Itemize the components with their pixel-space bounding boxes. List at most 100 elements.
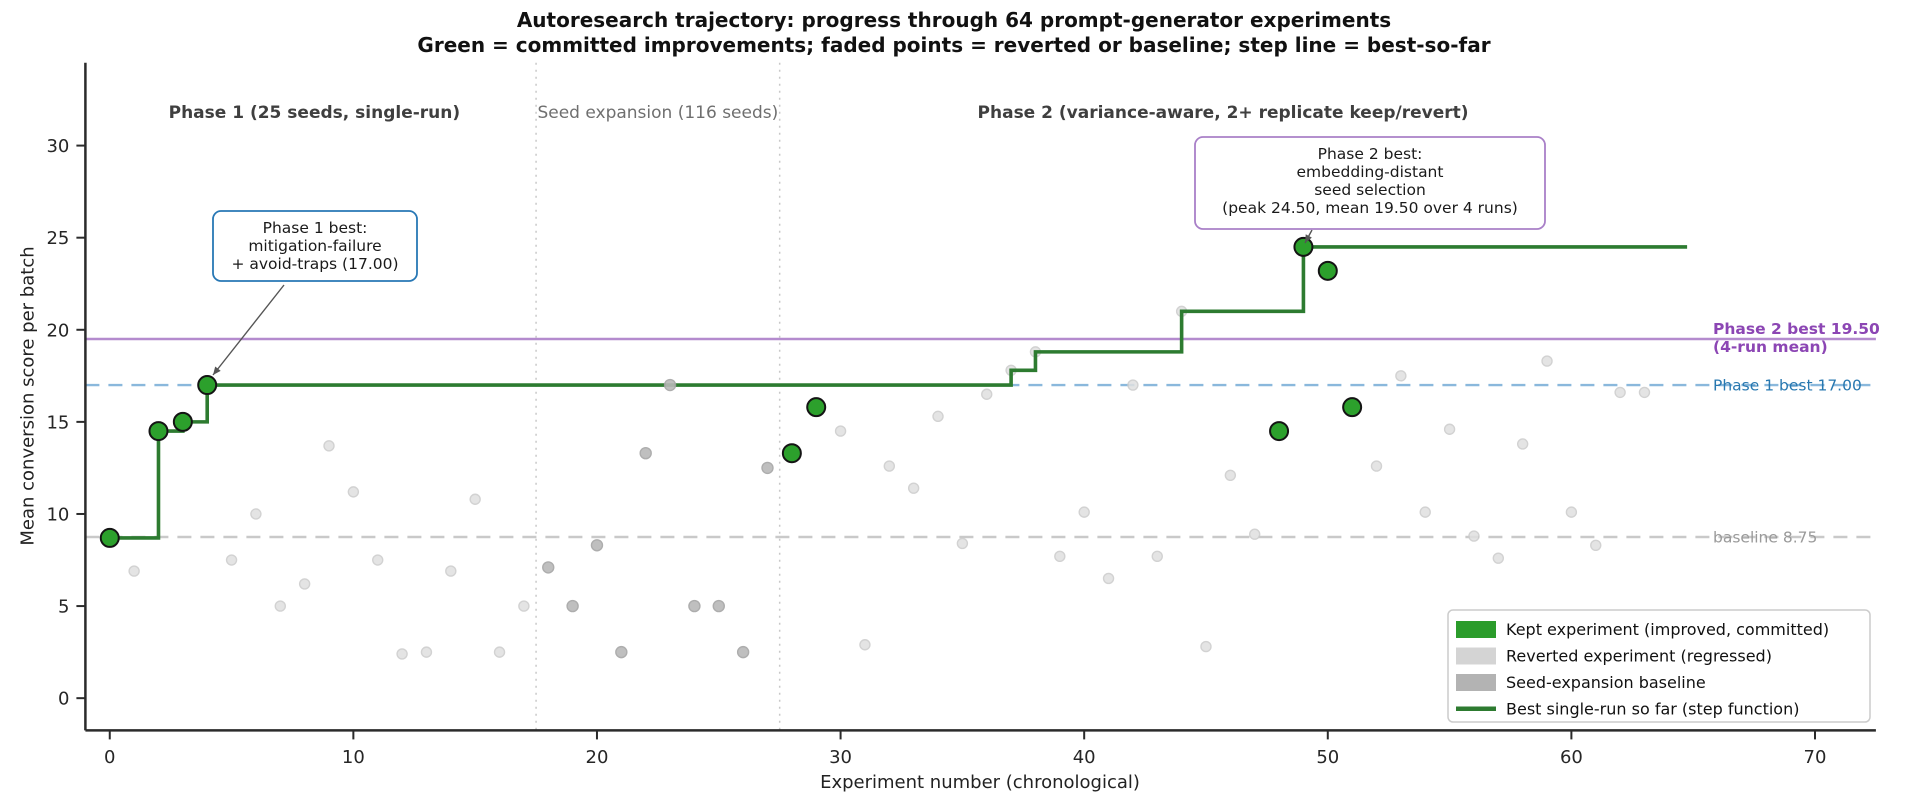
data-point-reverted	[493, 646, 506, 658]
ref-label-phase2-best: Phase 2 best 19.50	[1713, 320, 1880, 338]
x-tick-label: 30	[829, 747, 852, 768]
legend-label-3: Best single-run so far (step function)	[1506, 700, 1799, 719]
chart-title: Autoresearch trajectory: progress throug…	[516, 8, 1392, 32]
data-point-reverted	[128, 565, 140, 577]
data-point-kept	[1342, 397, 1363, 418]
annotation-text-phase1-best-1: mitigation-failure	[248, 237, 381, 255]
legend-swatch-0	[1456, 621, 1496, 638]
phase-label-1: Seed expansion (116 seeds)	[537, 103, 778, 123]
data-point-reverted	[225, 554, 238, 566]
data-point-reverted	[1443, 423, 1456, 435]
y-tick-label: 30	[46, 136, 69, 157]
data-point-reverted	[1419, 506, 1431, 518]
x-tick-label: 0	[104, 747, 115, 768]
annotation-box-phase1-best	[212, 210, 418, 282]
data-point-reverted	[372, 554, 384, 566]
data-point-reverted	[420, 646, 433, 658]
data-point-kept	[197, 375, 218, 396]
data-point-reverted	[1151, 550, 1163, 563]
legend-label-2: Seed-expansion baseline	[1506, 673, 1706, 692]
annotation-arrowhead-phase2-best	[1305, 234, 1312, 243]
phase-label-2: Phase 2 (variance-aware, 2+ replicate ke…	[978, 103, 1469, 123]
data-point-seed-baseline	[566, 599, 579, 613]
chart-subtitle: Green = committed improvements; faded po…	[417, 33, 1491, 57]
data-point-reverted	[274, 600, 286, 612]
data-point-reverted	[1492, 552, 1505, 564]
data-point-reverted	[445, 565, 457, 577]
data-point-reverted	[1224, 469, 1237, 481]
x-tick-label: 60	[1560, 747, 1583, 768]
data-point-reverted	[1102, 572, 1115, 585]
y-tick-label: 5	[58, 597, 69, 618]
y-axis-label: Mean conversion score per batch	[17, 246, 39, 546]
data-point-reverted	[1590, 539, 1602, 551]
data-point-reverted	[834, 425, 847, 437]
data-point-reverted	[1516, 438, 1529, 450]
data-point-seed-baseline	[542, 561, 555, 574]
y-tick-label: 20	[46, 320, 69, 341]
data-point-kept	[1293, 236, 1314, 257]
data-point-reverted	[396, 648, 408, 660]
data-point-seed-baseline	[639, 446, 652, 460]
data-point-reverted	[981, 388, 993, 400]
phase-label-0: Phase 1 (25 seeds, single-run)	[169, 103, 461, 123]
ref-label-baseline: baseline 8.75	[1713, 528, 1817, 546]
annotation-arrow-phase1-best	[212, 284, 285, 376]
annotation-text-phase2-best-3: (peak 24.50, mean 19.50 over 4 runs)	[1222, 199, 1518, 217]
x-tick-label: 20	[586, 747, 609, 768]
data-point-reverted	[1249, 528, 1261, 540]
data-point-reverted	[1638, 386, 1651, 399]
data-point-reverted	[932, 410, 944, 423]
data-point-kept	[1269, 421, 1290, 442]
best-so-far-step-line	[109, 245, 1688, 540]
legend-label-0: Kept experiment (improved, committed)	[1506, 620, 1829, 639]
annotation-text-phase2-best-2: seed selection	[1314, 181, 1426, 199]
annotation-text-phase1-best-2: + avoid-traps (17.00)	[231, 255, 398, 273]
data-point-reverted	[347, 486, 360, 498]
data-point-reverted	[907, 482, 920, 494]
data-point-reverted	[469, 493, 481, 505]
x-axis-label: Experiment number (chronological)	[820, 772, 1140, 793]
x-tick-label: 70	[1804, 747, 1827, 768]
data-point-seed-baseline	[712, 599, 725, 613]
legend-swatch-2	[1456, 674, 1496, 691]
data-point-kept	[148, 421, 169, 442]
y-tick-label: 10	[46, 504, 69, 525]
data-point-reverted	[956, 537, 969, 550]
annotation-text-phase2-best-0: Phase 2 best:	[1318, 145, 1423, 163]
annotation-text-phase2-best-1: embedding-distant	[1297, 163, 1444, 181]
legend-swatch-1	[1456, 647, 1496, 665]
data-point-reverted	[518, 600, 530, 612]
annotation-arrowhead-phase1-best	[213, 366, 221, 375]
data-point-kept	[781, 443, 802, 464]
data-point-kept	[172, 411, 193, 432]
ref-label2-phase2-best: (4-run mean)	[1713, 338, 1828, 356]
legend-box	[1447, 609, 1871, 723]
data-point-reverted	[1541, 355, 1553, 367]
data-point-reverted	[1127, 379, 1139, 391]
x-tick-label: 10	[342, 747, 365, 768]
data-point-reverted	[1614, 386, 1626, 399]
data-point-reverted	[1565, 506, 1578, 518]
data-point-seed-baseline	[688, 599, 701, 613]
data-point-seed-baseline	[615, 645, 628, 659]
legend-label-1: Reverted experiment (regressed)	[1506, 647, 1772, 666]
data-point-seed-baseline	[736, 645, 750, 659]
data-point-kept	[1317, 260, 1338, 281]
data-point-kept	[99, 527, 120, 548]
data-point-reverted	[250, 508, 262, 520]
data-point-reverted	[883, 460, 895, 472]
data-point-seed-baseline	[590, 539, 604, 552]
data-point-reverted	[1078, 506, 1090, 518]
data-point-reverted	[323, 440, 335, 452]
y-tick-label: 25	[46, 228, 69, 249]
legend-swatch-3	[1456, 706, 1496, 711]
data-point-seed-baseline	[761, 461, 774, 475]
ref-label-phase1-best: Phase 1 best 17.00	[1713, 377, 1862, 395]
y-tick-label: 0	[58, 689, 69, 710]
data-point-reverted	[1200, 640, 1212, 653]
data-point-reverted	[1054, 550, 1066, 563]
x-tick-label: 40	[1073, 747, 1096, 768]
